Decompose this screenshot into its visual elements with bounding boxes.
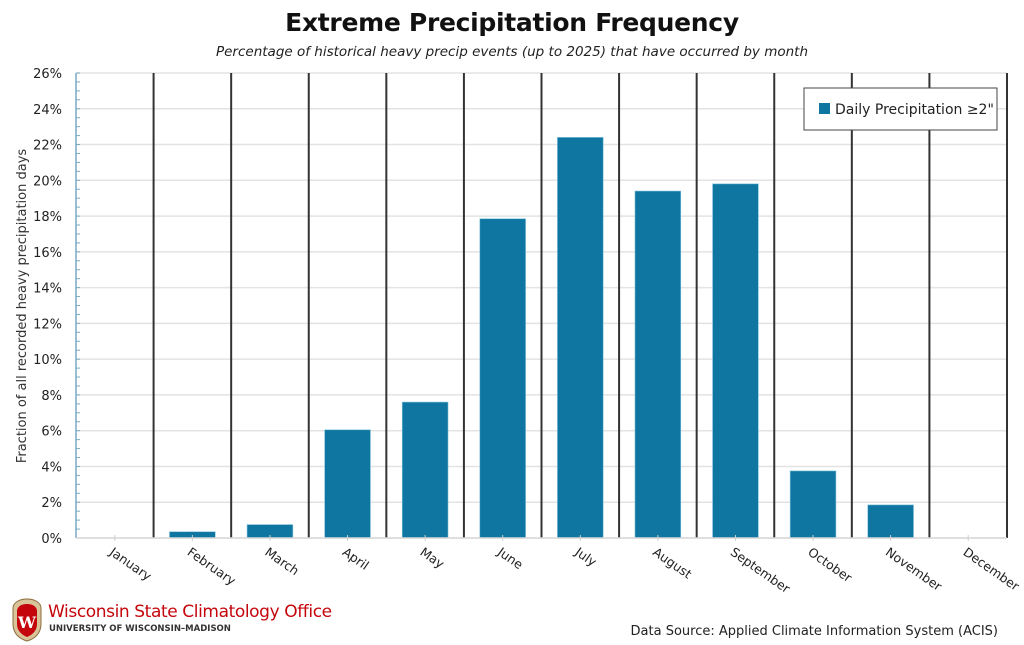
y-tick-label: 10% [33,353,62,368]
y-tick-label: 14% [33,282,62,297]
y-tick-label: 20% [33,174,62,189]
bar-july [557,137,604,539]
x-tick-label: November [883,544,946,594]
x-tick-label: January [106,544,155,584]
legend-box [803,87,998,131]
y-tick-label: 12% [33,317,62,332]
x-tick-label: June [494,544,526,573]
x-tick-label: July [572,544,600,570]
y-tick-label: 8% [41,389,62,404]
axes [75,72,1007,541]
y-tick-labels: 0% 2% 4% 6% 8% 10% 12% 14% 16% 18% 20% 22% 24% 26% [33,67,62,547]
crest-letter: W [17,613,37,632]
y-tick-label: 26% [33,67,62,82]
bar-august [634,190,682,539]
x-tick-labels: January February March April May June July Augu… [106,544,1023,597]
bar-september [712,183,759,539]
bar-november [867,504,914,539]
bar-october [789,470,837,539]
y-tick-label: 16% [33,246,62,261]
x-tick-label: August [650,544,695,581]
data-source: Data Source: Applied Climate Information… [630,624,998,639]
wsco-logo: W Wisconsin State Climatology Office UNI… [10,598,332,644]
bars [169,137,914,539]
x-tick-label: March [262,544,302,578]
bar-june [479,218,526,539]
chart-subtitle: Percentage of historical heavy precip ev… [215,44,809,60]
y-tick-label: 24% [33,103,62,118]
y-tick-label: 4% [41,460,62,475]
crest-icon: W [12,598,42,642]
x-tick-label: October [805,544,855,585]
x-tick-label: April [340,544,372,573]
legend: Daily Precipitation ≥2" [803,87,998,131]
y-tick-label: 18% [33,210,62,225]
x-tick-label: December [960,544,1022,594]
chart-title: Extreme Precipitation Frequency [285,8,739,37]
x-tick-label: September [728,544,794,596]
y-tick-label: 22% [33,139,62,154]
bar-may [401,401,449,539]
legend-label: Daily Precipitation ≥2" [835,102,994,118]
legend-swatch [819,103,830,114]
y-tick-label: 0% [41,532,62,547]
y-axis-label: Fraction of all recorded heavy precipita… [15,149,30,464]
org-subtitle: UNIVERSITY OF WISCONSIN–MADISON [49,624,231,634]
y-tick-label: 2% [41,496,62,511]
month-separators [152,73,1008,538]
org-name: Wisconsin State Climatology Office [48,602,332,622]
y-tick-label: 6% [41,425,62,440]
bar-april [324,429,371,539]
x-tick-label: February [185,544,239,588]
x-tick-label: May [417,544,447,571]
